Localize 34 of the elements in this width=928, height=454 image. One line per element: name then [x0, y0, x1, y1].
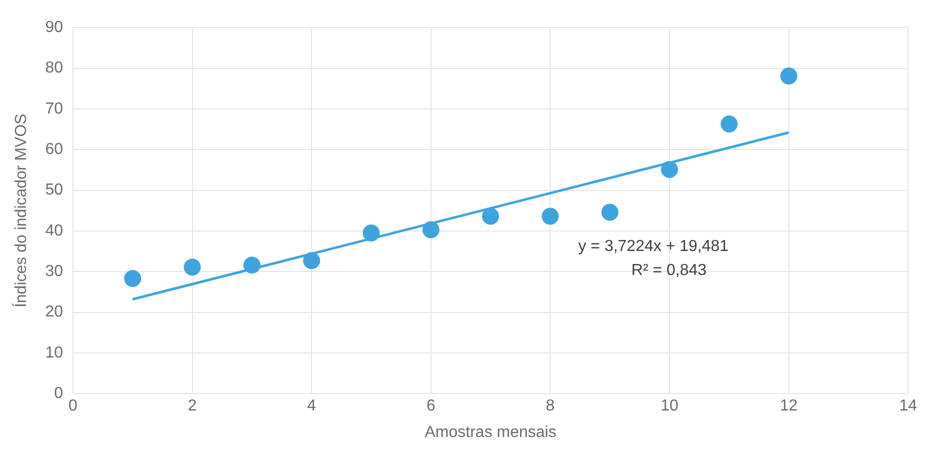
point: [482, 208, 500, 225]
x-tick-label: 0: [68, 398, 78, 415]
point: [124, 270, 142, 288]
point: [243, 256, 260, 274]
y-axis-title: Índices do indicador MVOS: [12, 114, 30, 308]
point: [661, 161, 678, 178]
y-tick-label: 60: [45, 141, 64, 158]
x-tick-label: 12: [780, 398, 798, 415]
point: [303, 252, 320, 270]
x-tick-label: 6: [426, 398, 436, 415]
y-tick-label: 70: [45, 100, 64, 118]
y-tick-label: 80: [45, 60, 64, 77]
x-tick-label: 2: [188, 398, 197, 415]
point: [780, 67, 798, 84]
y-tick-label: 30: [45, 263, 64, 280]
point: [601, 204, 618, 221]
x-tick-label: 8: [546, 398, 555, 415]
x-tick-label: 4: [307, 398, 316, 415]
y-tick-label: 20: [45, 304, 64, 321]
point: [184, 258, 201, 276]
x-tick-label: 10: [660, 398, 678, 415]
y-tick-label: 40: [45, 222, 64, 240]
annotation: y = 3,7224x + 19,481: [578, 238, 729, 255]
y-tick-label: 0: [54, 385, 64, 402]
y-tick-label: 50: [45, 182, 64, 199]
point: [720, 115, 738, 132]
x-tick-label: 14: [899, 398, 918, 415]
y-tick-label: 10: [45, 344, 64, 362]
y-tick-label: 90: [45, 19, 64, 36]
point: [422, 221, 440, 238]
annotation: R² = 0,843: [631, 262, 707, 279]
point: [362, 224, 380, 242]
x-axis-title: Amostras mensais: [424, 424, 556, 441]
point: [542, 208, 559, 225]
